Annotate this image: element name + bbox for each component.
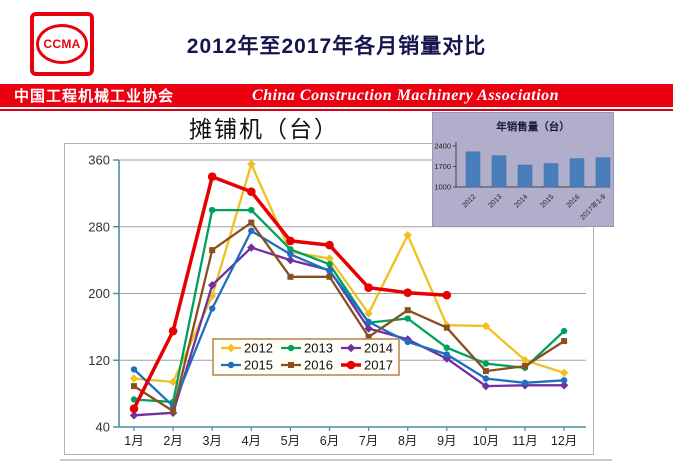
svg-text:2017: 2017 [364, 358, 393, 373]
svg-text:12月: 12月 [551, 434, 577, 448]
svg-text:2014: 2014 [364, 341, 393, 356]
svg-text:2016: 2016 [304, 358, 333, 373]
svg-text:11月: 11月 [512, 434, 537, 448]
svg-text:3月: 3月 [202, 434, 221, 448]
svg-text:2013: 2013 [304, 341, 333, 356]
svg-text:1000: 1000 [434, 183, 451, 192]
banner-chinese-name: 中国工程机械工业协会 [14, 88, 175, 105]
svg-text:1月: 1月 [124, 434, 143, 448]
svg-text:1700: 1700 [434, 162, 451, 171]
svg-text:8月: 8月 [398, 434, 417, 448]
svg-text:280: 280 [88, 219, 110, 234]
ccma-logo-text: CCMA [43, 37, 81, 51]
association-banner: 中国工程机械工业协会 China Construction Machinery … [0, 84, 673, 107]
svg-text:2012: 2012 [244, 341, 273, 356]
svg-text:360: 360 [88, 153, 110, 168]
ccma-logo-ellipse: CCMA [36, 24, 88, 64]
svg-text:7月: 7月 [359, 434, 378, 448]
svg-text:5月: 5月 [281, 434, 300, 448]
ccma-logo: CCMA [30, 12, 94, 76]
svg-text:200: 200 [88, 286, 110, 301]
svg-text:6月: 6月 [320, 434, 339, 448]
svg-text:2400: 2400 [434, 142, 451, 151]
svg-text:9月: 9月 [437, 434, 456, 448]
svg-text:40: 40 [96, 420, 110, 435]
banner-english-name: China Construction Machinery Association [252, 86, 560, 104]
svg-text:120: 120 [88, 353, 110, 368]
svg-text:4月: 4月 [242, 434, 261, 448]
monthly-sales-line-chart: 40 120 200 280 360 1月 2月 3月 4月 5月 6月 7月 8月 9月 10月 11月 12… [88, 153, 586, 448]
svg-text:2015: 2015 [244, 358, 273, 373]
banner-underline [0, 109, 673, 111]
annual-sales-inset-panel: 年销售量（台） 1000 1700 2400 2012 2013 2014 2015 2016 2… [432, 112, 614, 227]
svg-text:年销售量（台）: 年销售量（台） [496, 120, 570, 133]
page-title: 2012年至2017年各月销量对比 [186, 35, 487, 58]
line-chart-title: 摊铺机（台） [189, 117, 339, 142]
svg-text:2月: 2月 [163, 434, 182, 448]
bottom-divider [60, 459, 612, 461]
svg-text:10月: 10月 [473, 434, 499, 448]
chart-legend: 2012 2013 2014 2015 2016 2017 [212, 338, 400, 376]
